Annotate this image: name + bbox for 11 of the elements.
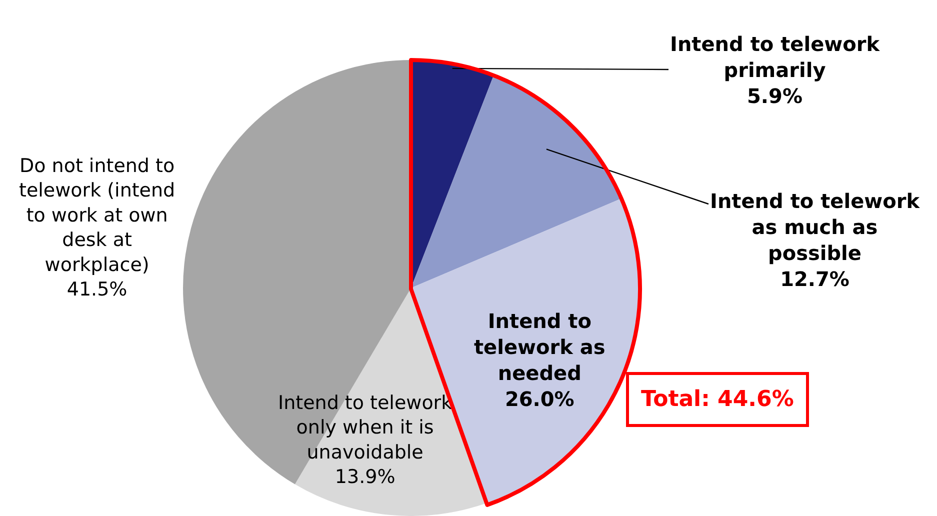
data-label: 5.9% [747, 84, 802, 108]
data-label: 41.5% [66, 278, 128, 300]
data-label: 12.7% [780, 267, 850, 291]
slice-label: Intend to telework primarily [670, 32, 880, 82]
slice-label: Intend to telework as much as possible [710, 189, 920, 265]
pie-slice [411, 75, 621, 288]
slice-label: Intend to telework as needed [474, 309, 606, 385]
data-label: 13.9% [334, 466, 396, 488]
text: Total: 44.6% [641, 387, 794, 412]
slice-label: Do not intend to telework (intend to work at own desk at workplace) [19, 155, 176, 276]
data-label: 26.0% [504, 387, 574, 411]
